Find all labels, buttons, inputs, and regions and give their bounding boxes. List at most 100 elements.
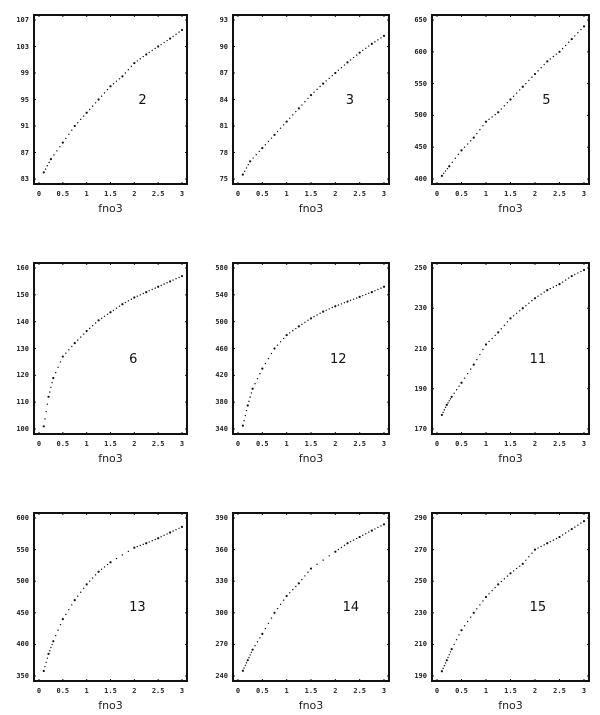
- y-tick-label: 95: [20, 95, 29, 104]
- x-tick-label: 3: [179, 687, 185, 695]
- y-tick-label: 400: [414, 175, 427, 183]
- y-tick-label: 250: [414, 264, 427, 272]
- y-tick-label: 330: [215, 577, 228, 586]
- y-tick-label: 110: [16, 398, 29, 407]
- x-tick-label: 1.5: [304, 190, 318, 198]
- x-tick-label: 1.5: [304, 440, 318, 448]
- y-tick-label: 500: [414, 111, 427, 120]
- x-tick-label: 2: [532, 190, 538, 198]
- y-tick-label: 90: [219, 42, 228, 51]
- x-tick-label: 2.5: [553, 440, 566, 448]
- x-tick-label: 2.5: [553, 687, 566, 695]
- x-tick-label: 3: [381, 440, 387, 448]
- x-tick-label: 0: [36, 440, 42, 448]
- x-tick-label: 2: [532, 440, 538, 448]
- x-tick-label: 3: [381, 190, 387, 198]
- x-axis-label: fno3: [498, 699, 523, 712]
- x-axis-label: fno3: [98, 202, 123, 215]
- y-tick-label: 300: [215, 608, 228, 617]
- y-tick-label: 107: [16, 16, 29, 24]
- panel-number-label: 6: [129, 351, 138, 367]
- y-tick-label: 75: [219, 175, 228, 183]
- y-tick-label: 540: [215, 290, 228, 299]
- x-tick-label: 0: [36, 687, 42, 695]
- y-tick-label: 270: [414, 545, 427, 554]
- y-tick-label: 550: [414, 79, 427, 88]
- y-tick-label: 87: [20, 148, 29, 157]
- y-tick-label: 450: [16, 608, 29, 617]
- panel-number-label: 3: [345, 92, 355, 108]
- x-tick-label: 0.5: [455, 190, 468, 198]
- y-tick-label: 100: [16, 425, 29, 433]
- x-tick-label: 0: [434, 440, 440, 448]
- y-tick-label: 250: [414, 577, 427, 586]
- y-tick-label: 99: [20, 69, 29, 77]
- x-tick-label: 3: [581, 687, 587, 695]
- x-tick-label: 2.5: [553, 190, 566, 198]
- y-tick-label: 360: [215, 545, 228, 554]
- x-tick-label: 2.5: [151, 440, 165, 448]
- x-tick-label: 1.5: [104, 190, 117, 198]
- x-tick-label: 2: [333, 687, 338, 695]
- x-tick-label: 1: [483, 190, 489, 198]
- y-tick-label: 130: [16, 344, 29, 353]
- x-tick-label: 1.5: [104, 687, 117, 695]
- x-tick-label: 0: [434, 190, 440, 198]
- x-tick-label: 0.5: [56, 687, 70, 695]
- x-tick-label: 2: [532, 687, 538, 695]
- y-tick-label: 81: [219, 122, 228, 130]
- y-tick-label: 600: [414, 47, 427, 56]
- panel-number-label: 5: [542, 92, 551, 108]
- y-tick-label: 83: [20, 175, 29, 183]
- plot-frame: [232, 262, 390, 435]
- panel-number-label: 2: [138, 92, 147, 108]
- x-axis-label: fno3: [98, 452, 123, 465]
- y-tick-label: 120: [16, 371, 29, 380]
- x-tick-label: 1: [284, 190, 289, 198]
- x-tick-label: 0: [36, 190, 42, 198]
- y-tick-label: 140: [16, 317, 29, 326]
- y-tick-label: 93: [219, 16, 228, 24]
- x-tick-label: 3: [179, 190, 185, 198]
- y-tick-label: 170: [414, 425, 427, 433]
- x-tick-label: 2: [132, 687, 137, 695]
- panel-number-label: 13: [129, 600, 146, 616]
- y-tick-label: 87: [219, 69, 228, 77]
- y-tick-label: 550: [16, 545, 29, 554]
- x-tick-label: 0.5: [56, 190, 70, 198]
- x-tick-label: 0: [235, 440, 241, 448]
- x-tick-label: 3: [581, 440, 587, 448]
- x-tick-label: 0.5: [56, 440, 70, 448]
- y-tick-label: 500: [16, 577, 29, 586]
- y-tick-label: 190: [414, 672, 427, 680]
- plot-frame: [431, 262, 590, 435]
- y-tick-label: 190: [414, 384, 427, 393]
- x-tick-label: 1: [284, 440, 289, 448]
- y-tick-label: 290: [414, 514, 427, 522]
- y-tick-label: 210: [414, 640, 427, 649]
- y-tick-label: 210: [414, 344, 427, 353]
- x-tick-label: 0.5: [455, 687, 468, 695]
- y-tick-label: 270: [215, 640, 228, 649]
- x-tick-label: 0.5: [256, 440, 269, 448]
- x-tick-label: 2: [132, 190, 137, 198]
- x-tick-label: 2.5: [353, 687, 366, 695]
- y-tick-label: 84: [219, 95, 228, 104]
- plot-frame: [33, 14, 188, 185]
- y-tick-label: 580: [215, 264, 228, 272]
- x-tick-label: 1: [483, 440, 489, 448]
- x-tick-label: 1.5: [504, 440, 517, 448]
- x-axis-label: fno3: [498, 452, 523, 465]
- y-tick-label: 420: [215, 371, 228, 380]
- panel-number-label: 11: [529, 351, 547, 367]
- x-tick-label: 3: [381, 687, 387, 695]
- y-tick-label: 650: [414, 16, 427, 24]
- x-tick-label: 1: [84, 190, 89, 198]
- plot-frame: [431, 512, 590, 682]
